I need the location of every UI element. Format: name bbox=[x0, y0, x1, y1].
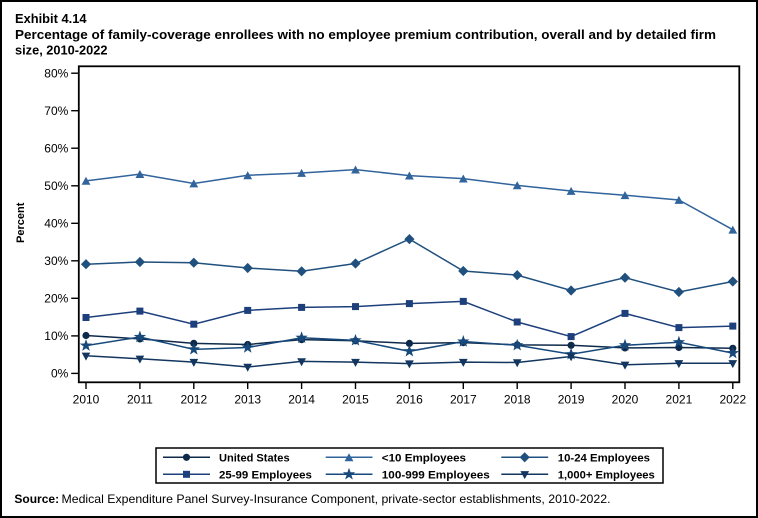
svg-text:10%: 10% bbox=[44, 329, 68, 343]
svg-text:1,000+ Employees: 1,000+ Employees bbox=[558, 469, 655, 481]
svg-text:2015: 2015 bbox=[342, 393, 369, 407]
svg-text:30%: 30% bbox=[44, 254, 68, 268]
svg-text:2022: 2022 bbox=[719, 393, 746, 407]
svg-text:2018: 2018 bbox=[504, 393, 531, 407]
svg-text:25-99 Employees: 25-99 Employees bbox=[219, 469, 312, 481]
svg-text:2012: 2012 bbox=[180, 393, 207, 407]
svg-text:size, 2010-2022: size, 2010-2022 bbox=[15, 43, 108, 58]
svg-text:2014: 2014 bbox=[288, 393, 315, 407]
svg-text:Percentage of family-coverage: Percentage of family-coverage enrollees … bbox=[15, 27, 716, 42]
svg-text:2013: 2013 bbox=[234, 393, 261, 407]
svg-text:2017: 2017 bbox=[450, 393, 477, 407]
svg-text:100-999 Employees: 100-999 Employees bbox=[382, 469, 490, 481]
svg-text:60%: 60% bbox=[44, 141, 68, 155]
svg-text:United States: United States bbox=[219, 452, 290, 464]
svg-text:40%: 40% bbox=[44, 217, 68, 231]
svg-text:2010: 2010 bbox=[73, 393, 100, 407]
svg-text:<10 Employees: <10 Employees bbox=[382, 452, 466, 464]
svg-text:70%: 70% bbox=[44, 104, 68, 118]
svg-text:10-24 Employees: 10-24 Employees bbox=[558, 452, 650, 464]
svg-text:50%: 50% bbox=[44, 179, 68, 193]
svg-text:80%: 80% bbox=[44, 66, 68, 80]
svg-text:Medical Expenditure Panel Surv: Medical Expenditure Panel Survey-Insuran… bbox=[62, 492, 611, 506]
svg-text:20%: 20% bbox=[44, 292, 68, 306]
svg-text:2020: 2020 bbox=[612, 393, 639, 407]
svg-text:2021: 2021 bbox=[666, 393, 693, 407]
svg-text:Source:: Source: bbox=[14, 492, 59, 506]
svg-text:0%: 0% bbox=[51, 367, 69, 381]
svg-text:2011: 2011 bbox=[127, 393, 153, 407]
svg-text:2019: 2019 bbox=[558, 393, 585, 407]
svg-text:Percent: Percent bbox=[15, 202, 27, 243]
svg-text:2016: 2016 bbox=[396, 393, 423, 407]
svg-text:Exhibit 4.14: Exhibit 4.14 bbox=[15, 11, 87, 26]
